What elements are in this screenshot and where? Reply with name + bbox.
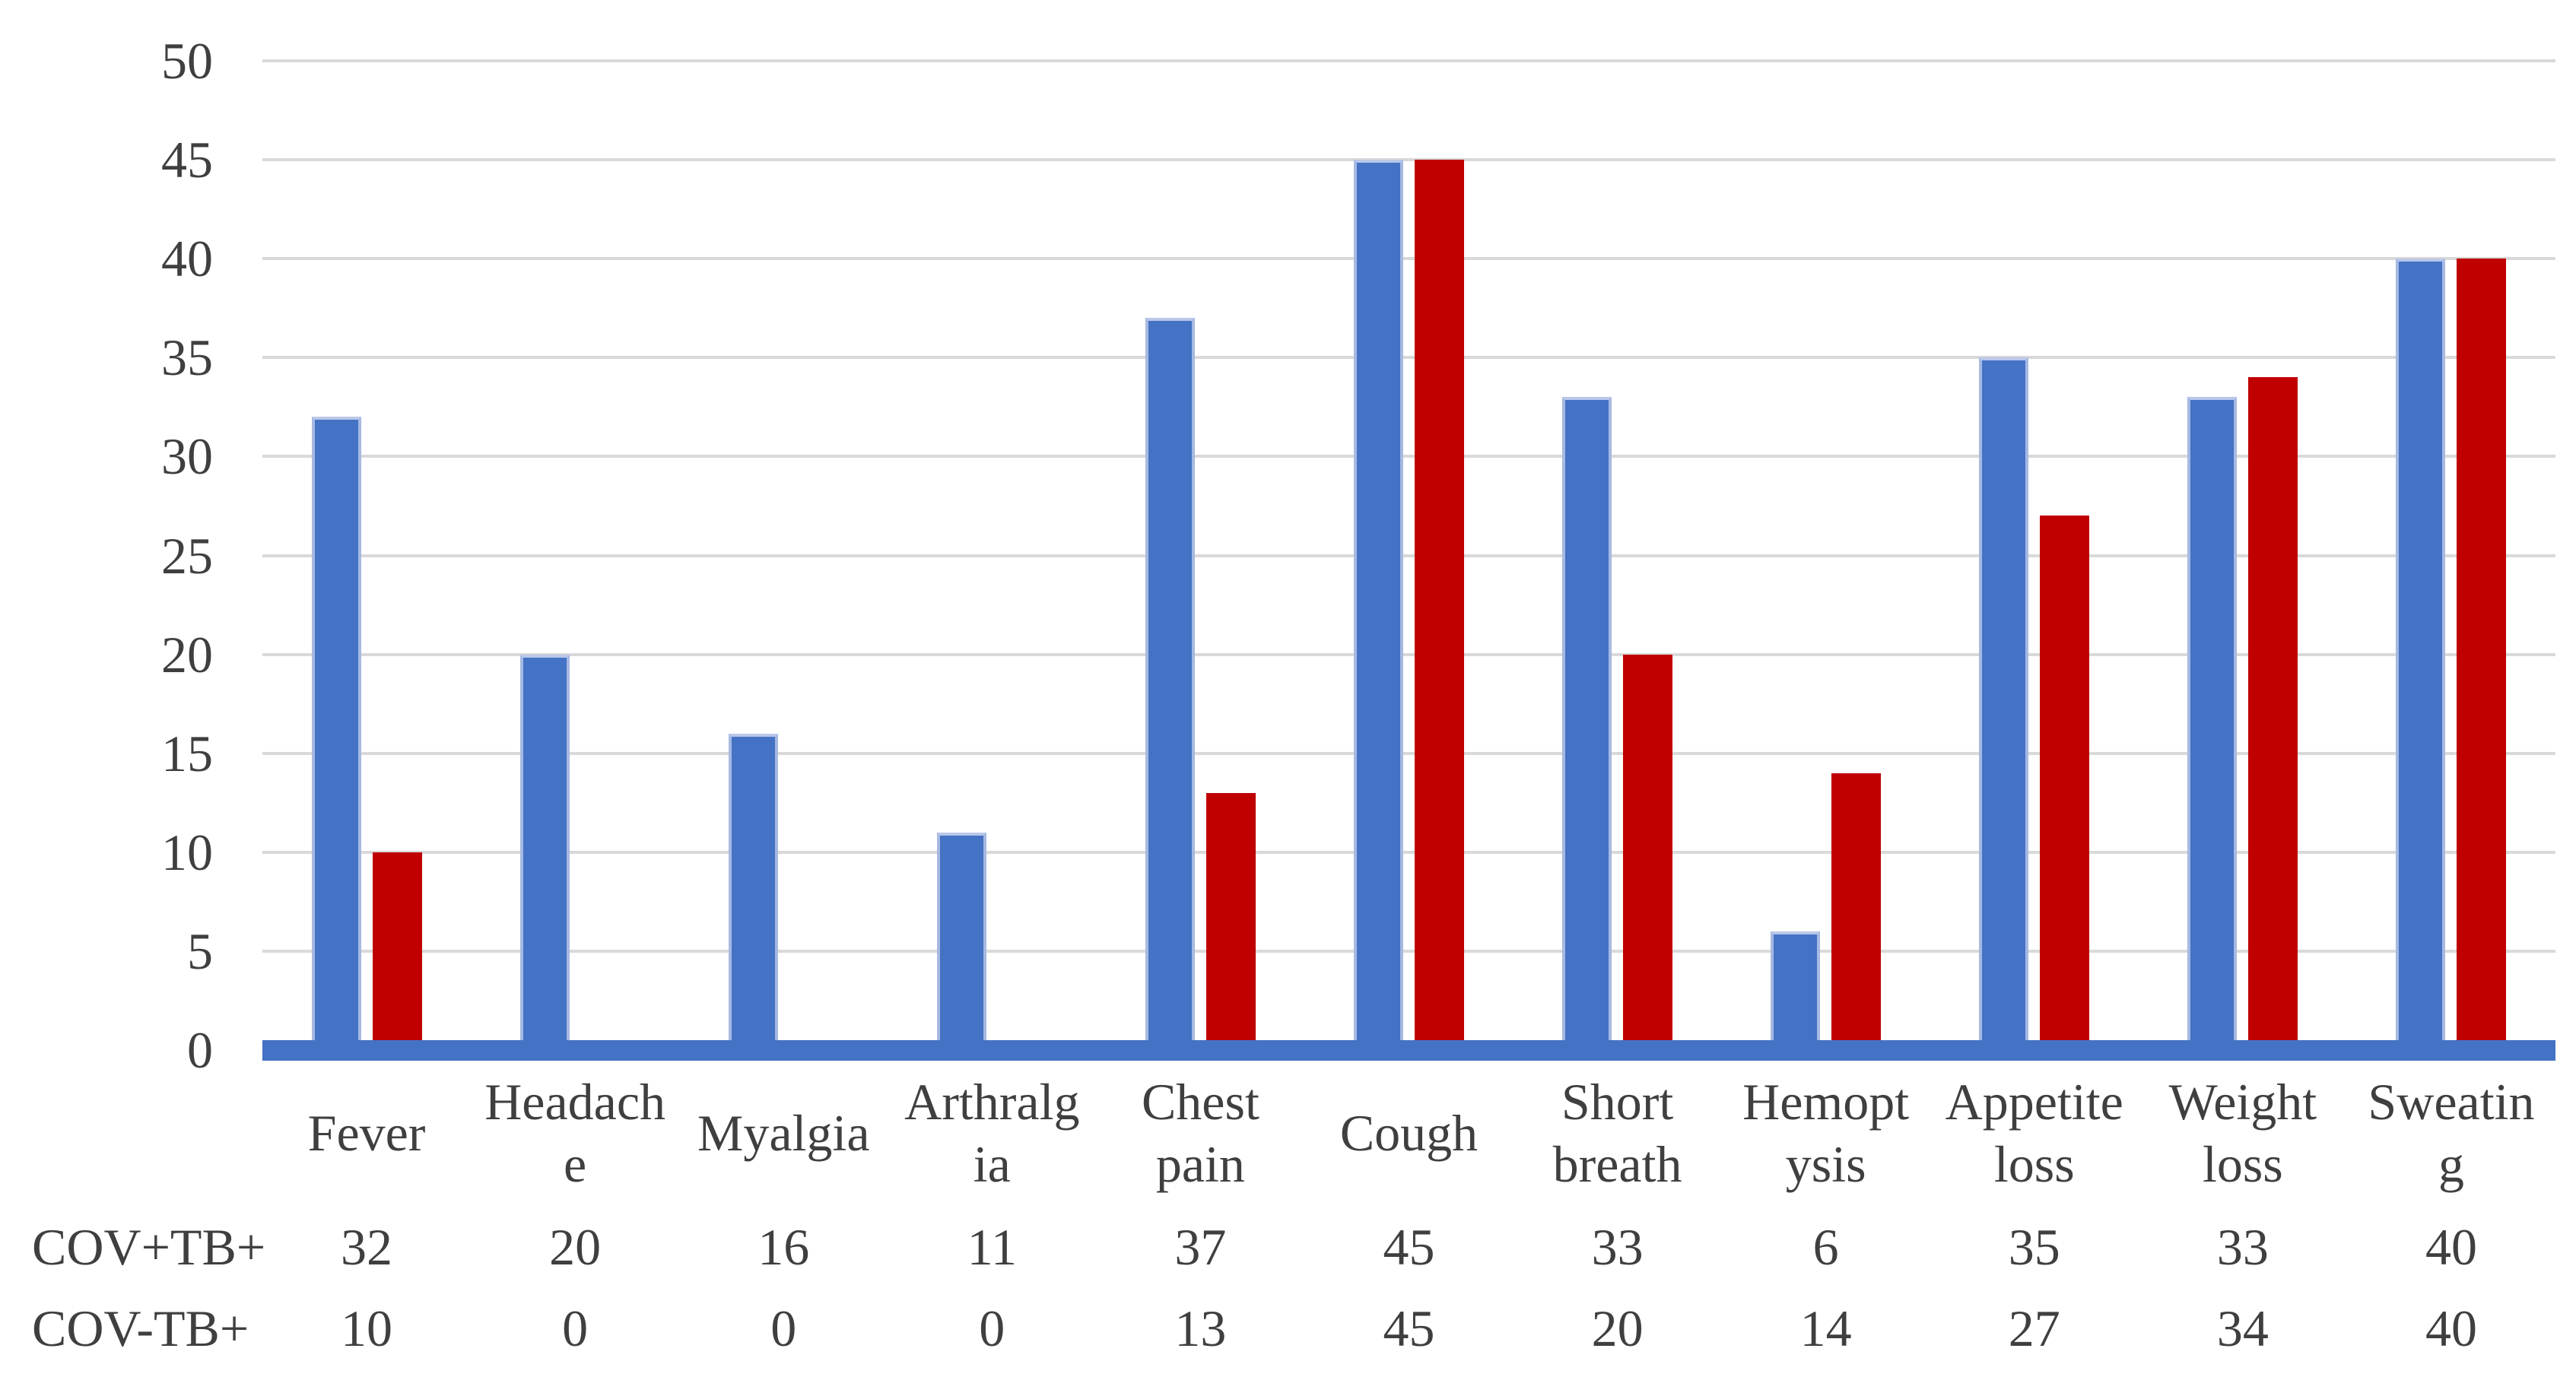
category-label-hemoptysis: Hemopt ysis: [1722, 1073, 1930, 1193]
bar-cov-tb-headache: [519, 654, 570, 1050]
category-label-line: Arthralg: [904, 1073, 1080, 1131]
bar-cov-tb-chest-pain: [1205, 792, 1256, 1050]
bar-cov-tb-fever: [311, 417, 361, 1050]
bar-cov-tb-cough: [1354, 160, 1403, 1050]
category-label-line: g: [2438, 1135, 2464, 1193]
y-axis-tick-label-0: 0: [187, 1021, 213, 1079]
bar-cov-tb-weight-loss: [2248, 377, 2298, 1050]
category-label-line: ia: [973, 1135, 1011, 1193]
category-label-cough: Cough: [1304, 1076, 1513, 1190]
gridline-y-45: [262, 158, 2555, 162]
category-label-line: loss: [2202, 1135, 2283, 1193]
category-label-line: breath: [1552, 1135, 1682, 1193]
bar-cov-tb-chest-pain: [1145, 318, 1195, 1050]
gridline-y-35: [262, 356, 2555, 360]
table-value-cov-tb-arthralgia: 11: [967, 1217, 1018, 1276]
category-label-fever: Fever: [262, 1076, 471, 1190]
y-axis-tick-label-50: 50: [161, 32, 213, 90]
bar-cov-tb-cough: [1415, 160, 1464, 1050]
table-value-cov-tb-fever: 32: [341, 1217, 393, 1276]
category-label-sweating: Sweatin g: [2347, 1073, 2555, 1193]
bar-cov-tb-sweating: [2457, 259, 2507, 1050]
table-value-cov-tb-sweating: 40: [2425, 1299, 2477, 1357]
table-value-cov-tb-short-breath: 20: [1591, 1299, 1644, 1357]
bar-cov-tb-sweating: [2396, 259, 2446, 1050]
category-label-line: Short: [1561, 1073, 1674, 1131]
bar-cov-tb-weight-loss: [2187, 397, 2238, 1050]
bar-cov-tb-myalgia: [728, 733, 778, 1050]
category-label-line: Appetite: [1945, 1073, 2123, 1131]
category-label-line: Chest: [1141, 1073, 1259, 1131]
y-axis-tick-label-20: 20: [161, 625, 213, 684]
table-value-cov-tb-appetite-loss: 27: [2008, 1299, 2060, 1357]
category-label-line: Cough: [1339, 1104, 1479, 1162]
table-value-cov-tb-appetite-loss: 35: [2008, 1217, 2060, 1276]
category-label-chest-pain: Chest pain: [1096, 1073, 1304, 1193]
y-axis-tick-label-15: 15: [161, 724, 213, 782]
category-label-line: Weight: [2168, 1073, 2317, 1131]
table-row-label-cov-tb: COV+TB+: [32, 1217, 266, 1276]
table-value-cov-tb-hemoptysis: 6: [1812, 1217, 1839, 1276]
bar-cov-tb-appetite-loss: [1979, 357, 2029, 1050]
y-axis-tick-label-35: 35: [161, 328, 213, 387]
table-value-cov-tb-sweating: 40: [2425, 1217, 2477, 1276]
table-value-cov-tb-myalgia: 16: [758, 1217, 810, 1276]
table-row-label-cov-tb: COV-TB+: [32, 1299, 249, 1357]
bar-cov-tb-short-breath: [1623, 654, 1673, 1050]
x-axis-baseline: [262, 1039, 2555, 1061]
category-label-line: pain: [1155, 1135, 1245, 1193]
y-axis-tick-label-30: 30: [161, 427, 213, 486]
gridline-y-30: [262, 455, 2555, 458]
y-axis-tick-label-25: 25: [161, 526, 213, 585]
table-value-cov-tb-chest-pain: 13: [1174, 1299, 1227, 1357]
category-label-short-breath: Short breath: [1514, 1073, 1722, 1193]
category-label-headache: Headach e: [471, 1073, 679, 1193]
table-value-cov-tb-short-breath: 33: [1591, 1217, 1644, 1276]
category-label-line: Fever: [307, 1104, 426, 1162]
gridline-y-25: [262, 554, 2555, 557]
y-axis-tick-label-45: 45: [161, 131, 213, 189]
y-axis-tick-label-40: 40: [161, 230, 213, 288]
table-value-cov-tb-hemoptysis: 14: [1799, 1299, 1852, 1357]
category-label-line: Hemopt: [1742, 1073, 1910, 1131]
bar-cov-tb-appetite-loss: [2040, 516, 2090, 1050]
table-value-cov-tb-myalgia: 0: [770, 1299, 797, 1357]
y-axis-tick-label-5: 5: [187, 922, 213, 980]
gridline-y-5: [262, 949, 2555, 953]
table-value-cov-tb-headache: 0: [562, 1299, 589, 1357]
gridline-y-40: [262, 257, 2555, 261]
gridline-y-15: [262, 751, 2555, 755]
bar-cov-tb-short-breath: [1562, 397, 1612, 1050]
table-value-cov-tb-cough: 45: [1383, 1217, 1435, 1276]
table-value-cov-tb-fever: 10: [341, 1299, 393, 1357]
table-value-cov-tb-chest-pain: 37: [1174, 1217, 1227, 1276]
y-axis-tick-label-10: 10: [161, 823, 213, 881]
category-label-weight-loss: Weight loss: [2139, 1073, 2347, 1193]
table-value-cov-tb-weight-loss: 33: [2216, 1217, 2269, 1276]
category-label-line: Myalgia: [697, 1104, 870, 1162]
category-label-line: e: [564, 1135, 587, 1193]
category-label-myalgia: Myalgia: [679, 1076, 888, 1190]
gridline-y-20: [262, 652, 2555, 656]
table-value-cov-tb-headache: 20: [549, 1217, 602, 1276]
bar-cov-tb-hemoptysis: [1771, 931, 1821, 1050]
category-label-appetite-loss: Appetite loss: [1930, 1073, 2139, 1193]
bar-cov-tb-arthralgia: [936, 832, 986, 1050]
table-value-cov-tb-cough: 45: [1383, 1299, 1435, 1357]
gridline-y-50: [262, 59, 2555, 62]
category-label-line: Sweatin: [2368, 1073, 2535, 1131]
category-label-line: loss: [1993, 1135, 2075, 1193]
table-value-cov-tb-arthralgia: 0: [979, 1299, 1005, 1357]
category-label-line: Headach: [484, 1073, 666, 1131]
table-value-cov-tb-weight-loss: 34: [2216, 1299, 2269, 1357]
category-label-arthralgia: Arthralg ia: [888, 1073, 1096, 1193]
bar-cov-tb-fever: [372, 852, 422, 1050]
bar-cov-tb-hemoptysis: [1831, 773, 1882, 1050]
gridline-y-10: [262, 850, 2555, 854]
category-label-line: ysis: [1785, 1135, 1866, 1193]
